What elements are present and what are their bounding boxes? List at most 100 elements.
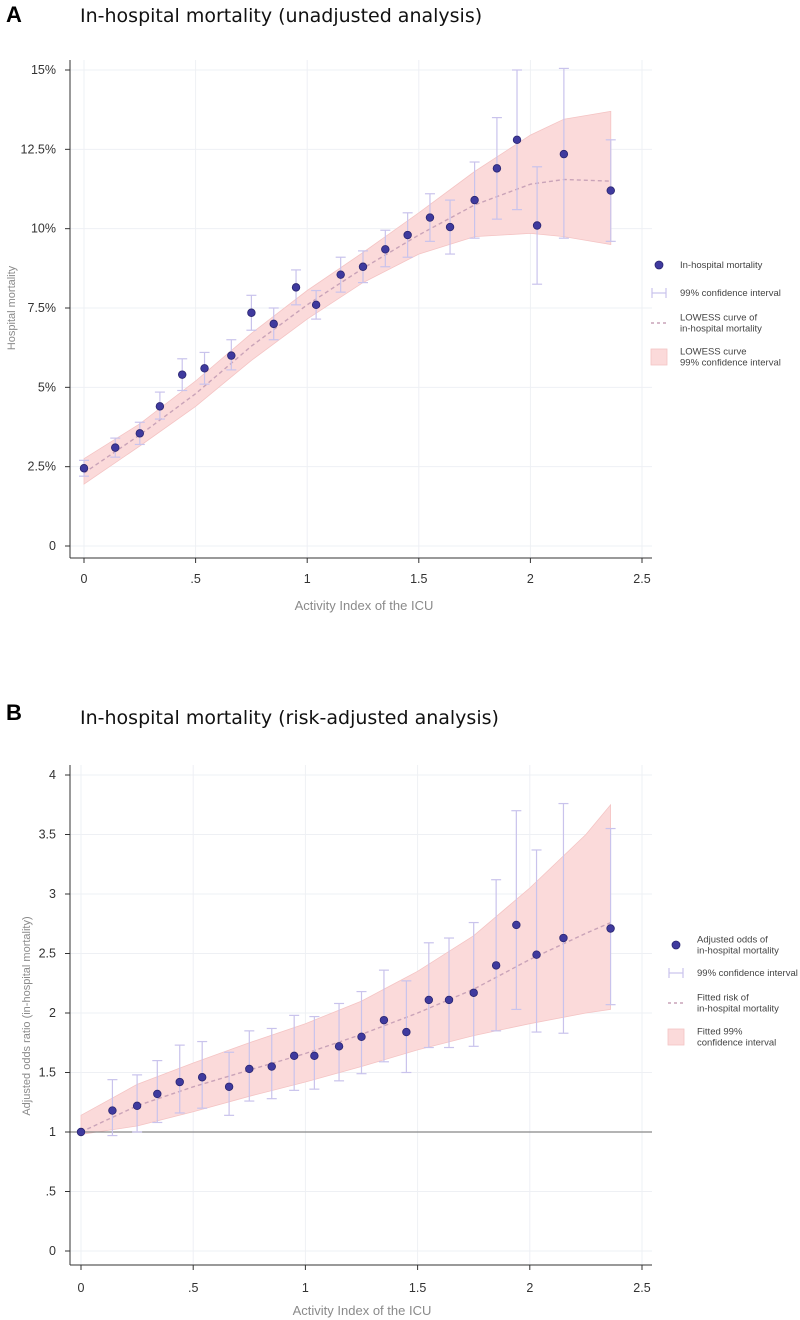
data-point [155, 402, 165, 411]
plot-area: 0 .5 1 1.5 2 2.5 3 3.5 4 0 .5 1 1.5 2 2.5 [39, 765, 652, 1295]
legend-label: Adjusted odds of [697, 935, 768, 946]
x-tick-label: 1.5 [410, 572, 427, 586]
data-point [334, 1042, 344, 1051]
data-point [606, 186, 615, 195]
legend-label: In-hospital mortality [680, 260, 763, 271]
y-tick-label: 0 [49, 539, 56, 553]
data-point [512, 135, 522, 145]
y-tick-label: 3.5 [39, 828, 56, 842]
data-point [336, 270, 345, 279]
y-tick-label: 2.5 [39, 947, 56, 961]
data-point [469, 988, 478, 997]
data-point [247, 308, 256, 317]
y-axis-label: Hospital mortality [6, 265, 18, 350]
data-point [132, 1101, 142, 1111]
legend-label: in-hospital mortality [697, 1004, 779, 1015]
panel-letter: B [6, 700, 22, 725]
x-tick-label: 2 [526, 1281, 533, 1295]
y-tick-label: 1.5 [39, 1066, 56, 1080]
data-point [606, 924, 615, 933]
data-point [379, 1015, 389, 1025]
data-point [269, 319, 278, 329]
y-tick-label: 0 [49, 1244, 56, 1258]
x-tick-label: 2 [527, 572, 534, 586]
confidence-band [80, 803, 611, 1135]
data-point [227, 351, 236, 360]
data-point [381, 245, 390, 254]
data-point [76, 1127, 86, 1137]
data-point [445, 222, 455, 232]
x-tick-label: 0 [78, 1281, 85, 1295]
data-point [357, 1032, 366, 1041]
legend-label: LOWESS curve of [680, 313, 757, 324]
data-point [175, 1077, 184, 1087]
legend-label: Fitted 99% [697, 1027, 743, 1038]
legend-band-icon [650, 348, 668, 366]
data-point [135, 429, 144, 438]
data-point [267, 1062, 276, 1071]
y-tick-label: 12.5% [21, 142, 56, 156]
x-tick-label: 1 [304, 572, 311, 586]
y-tick-label: 7.5% [28, 301, 57, 315]
panel-letter: A [6, 2, 22, 27]
x-tick-label: .5 [188, 1281, 198, 1295]
x-tick-label: 1.5 [409, 1281, 426, 1295]
x-tick-label: .5 [190, 572, 200, 586]
panel-b: B In-hospital mortality (risk-adjusted a… [6, 700, 798, 1318]
y-axis-label: Adjusted odds ratio (in-hospital mortali… [21, 916, 33, 1115]
data-point [512, 920, 521, 930]
x-tick-label: 1 [302, 1281, 309, 1295]
plot-area: 0 2.5% 5% 7.5% 10% 12.5% 15% 0 .5 1 1.5 2 2.5 [21, 60, 652, 586]
y-tick-label: 4 [49, 768, 56, 782]
panel-a: A In-hospital mortality (unadjusted anal… [6, 2, 781, 613]
data-point [425, 213, 435, 222]
legend: In-hospital mortality 99% confidence inte… [650, 260, 781, 369]
data-point [153, 1089, 162, 1099]
data-point [532, 950, 541, 959]
y-tick-label: 2 [49, 1006, 56, 1020]
legend-label: LOWESS curve [680, 347, 747, 358]
chart-title: In-hospital mortality (unadjusted analys… [80, 5, 482, 27]
legend-label: Fitted risk of [697, 993, 749, 1004]
data-point [245, 1064, 254, 1074]
data-point [311, 300, 321, 310]
data-point [444, 995, 454, 1005]
legend-label: 99% confidence interval [680, 358, 781, 369]
data-point [108, 1106, 117, 1115]
data-point [559, 933, 568, 943]
y-tick-label: 15% [31, 63, 56, 77]
data-point [491, 961, 501, 970]
data-point [79, 464, 89, 473]
data-point [358, 262, 368, 271]
data-point [470, 195, 479, 205]
data-point [178, 370, 187, 379]
y-tick-label: .5 [46, 1185, 56, 1199]
y-tick-label: 5% [38, 380, 56, 394]
data-point [224, 1082, 234, 1091]
x-axis-label: Activity Index of the ICU [293, 1303, 432, 1318]
y-tick-label: 10% [31, 222, 56, 236]
chart-title: In-hospital mortality (risk-adjusted ana… [80, 707, 499, 729]
data-point [532, 221, 542, 230]
y-tick-label: 3 [49, 887, 56, 901]
data-point [402, 1027, 411, 1037]
data-point [200, 364, 209, 373]
x-tick-label: 2.5 [633, 1281, 650, 1295]
x-tick-label: 0 [81, 572, 88, 586]
confidence-band [83, 110, 612, 485]
data-point [403, 230, 412, 240]
legend-label: 99% confidence interval [680, 288, 781, 299]
data-point [111, 443, 120, 452]
data-point [310, 1051, 319, 1061]
data-point [492, 164, 502, 173]
legend-label: in-hospital mortality [680, 324, 762, 335]
legend-label: in-hospital mortality [697, 946, 779, 957]
data-point [289, 1051, 299, 1061]
legend-label: 99% confidence interval [697, 968, 798, 979]
data-point [291, 283, 301, 292]
legend-label: confidence interval [697, 1038, 776, 1049]
y-tick-label: 2.5% [28, 460, 57, 474]
legend-band-icon [667, 1028, 685, 1046]
